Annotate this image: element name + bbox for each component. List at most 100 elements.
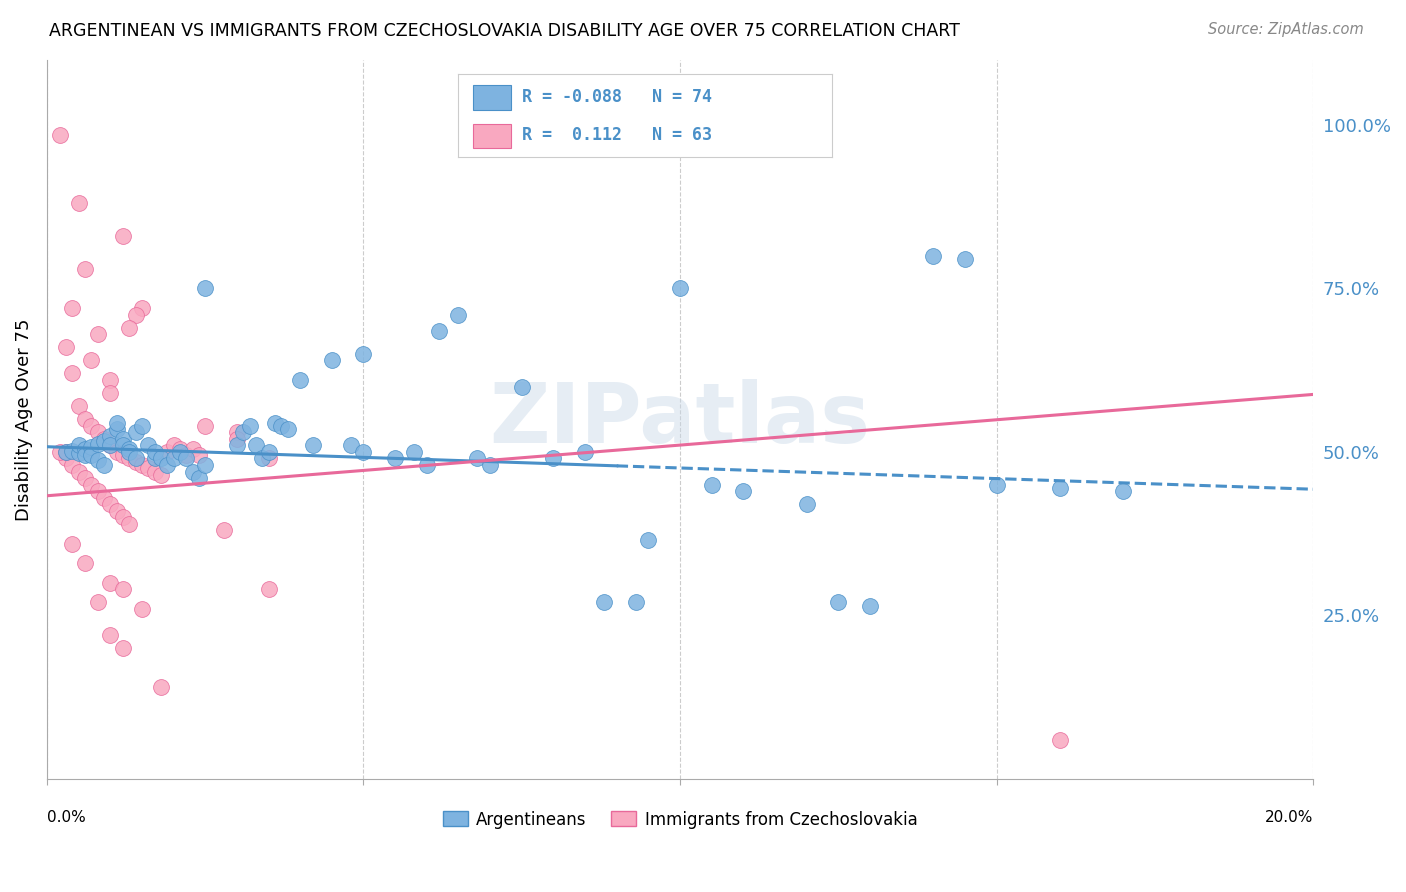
- Point: [136, 461, 159, 475]
- Point: [257, 582, 280, 597]
- Point: [149, 451, 172, 466]
- Point: [80, 353, 103, 368]
- Point: [301, 438, 323, 452]
- Point: [1112, 484, 1135, 499]
- Point: [796, 497, 818, 511]
- Point: [98, 438, 121, 452]
- Point: [118, 516, 141, 531]
- Point: [510, 379, 533, 393]
- Point: [73, 448, 96, 462]
- Point: [187, 471, 209, 485]
- Point: [131, 602, 153, 616]
- Point: [212, 524, 235, 538]
- Point: [922, 249, 945, 263]
- Point: [67, 196, 90, 211]
- Point: [700, 477, 723, 491]
- Point: [1049, 732, 1071, 747]
- Point: [353, 347, 375, 361]
- Point: [105, 422, 128, 436]
- Point: [174, 451, 197, 466]
- Point: [593, 595, 616, 609]
- Point: [859, 599, 882, 613]
- Point: [67, 465, 90, 479]
- Point: [187, 448, 209, 462]
- Point: [80, 440, 103, 454]
- Text: Source: ZipAtlas.com: Source: ZipAtlas.com: [1208, 22, 1364, 37]
- Point: [60, 536, 83, 550]
- Point: [93, 432, 115, 446]
- Point: [124, 425, 146, 440]
- Y-axis label: Disability Age Over 75: Disability Age Over 75: [15, 318, 32, 521]
- Point: [93, 458, 115, 472]
- Point: [131, 458, 153, 472]
- Point: [73, 412, 96, 426]
- Point: [194, 418, 217, 433]
- Point: [111, 641, 134, 656]
- Point: [1049, 481, 1071, 495]
- Point: [118, 442, 141, 456]
- Point: [55, 451, 77, 466]
- Point: [55, 340, 77, 354]
- Point: [143, 445, 166, 459]
- Point: [637, 533, 659, 548]
- Point: [118, 445, 141, 459]
- Point: [80, 477, 103, 491]
- Point: [263, 416, 285, 430]
- Point: [105, 416, 128, 430]
- Point: [124, 455, 146, 469]
- Point: [111, 448, 134, 462]
- Point: [225, 438, 247, 452]
- Point: [98, 497, 121, 511]
- Point: [250, 451, 273, 466]
- Point: [143, 451, 166, 466]
- Point: [131, 301, 153, 315]
- Point: [156, 458, 179, 472]
- Point: [194, 458, 217, 472]
- Point: [111, 229, 134, 244]
- Point: [149, 467, 172, 482]
- Point: [93, 491, 115, 505]
- Point: [225, 432, 247, 446]
- Point: [67, 446, 90, 460]
- Point: [48, 445, 70, 459]
- Point: [733, 484, 755, 499]
- Point: [162, 451, 184, 466]
- Point: [80, 448, 103, 462]
- Point: [60, 367, 83, 381]
- Text: ZIPatlas: ZIPatlas: [489, 379, 870, 459]
- Point: [55, 445, 77, 459]
- Point: [149, 681, 172, 695]
- Point: [257, 445, 280, 459]
- Point: [98, 373, 121, 387]
- Point: [131, 418, 153, 433]
- Point: [86, 484, 108, 499]
- Point: [98, 386, 121, 401]
- Point: [232, 425, 254, 440]
- Point: [156, 445, 179, 459]
- Point: [953, 252, 976, 266]
- Point: [124, 308, 146, 322]
- Point: [111, 438, 134, 452]
- Point: [86, 425, 108, 440]
- Point: [60, 443, 83, 458]
- Point: [124, 451, 146, 466]
- Point: [98, 628, 121, 642]
- Point: [669, 281, 692, 295]
- Point: [98, 575, 121, 590]
- Point: [543, 451, 565, 466]
- Point: [136, 438, 159, 452]
- Point: [98, 438, 121, 452]
- Point: [67, 399, 90, 413]
- Point: [340, 438, 363, 452]
- Point: [169, 442, 191, 456]
- Point: [86, 327, 108, 342]
- Point: [86, 437, 108, 451]
- Point: [73, 556, 96, 570]
- Point: [479, 458, 502, 472]
- Point: [60, 458, 83, 472]
- Point: [73, 471, 96, 485]
- Point: [624, 595, 647, 609]
- Legend: Argentineans, Immigrants from Czechoslovakia: Argentineans, Immigrants from Czechoslov…: [436, 804, 924, 835]
- Point: [86, 595, 108, 609]
- Point: [98, 428, 121, 442]
